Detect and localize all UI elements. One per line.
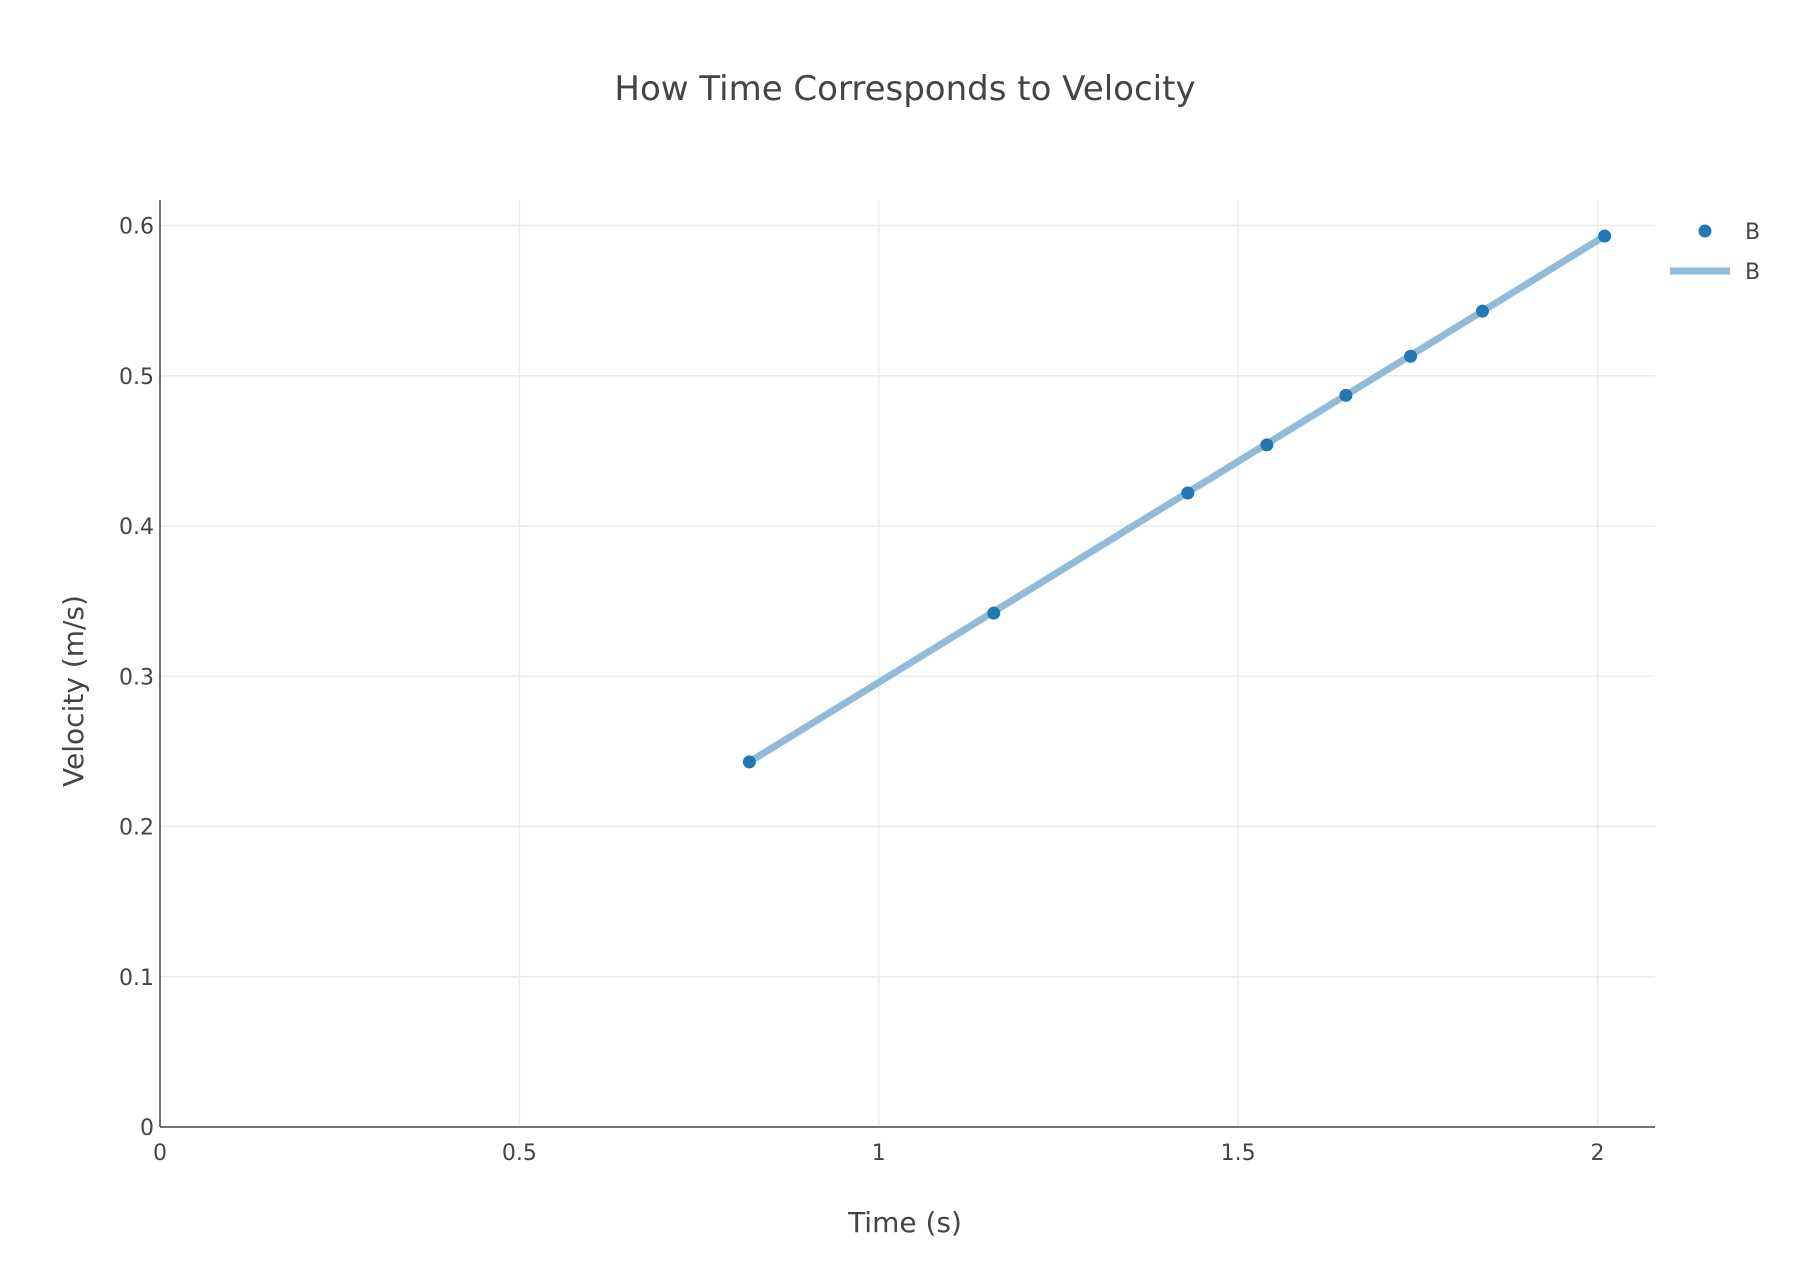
chart-title: How Time Corresponds to Velocity (614, 69, 1195, 109)
y-tick-label: 0.3 (119, 665, 154, 690)
data-point (987, 606, 1001, 620)
x-tick-label: 1.5 (1221, 1141, 1256, 1166)
x-axis-title: Time (s) (847, 1206, 962, 1239)
data-point (1598, 229, 1612, 243)
data-point (1476, 304, 1489, 318)
series-line (747, 233, 1607, 765)
x-tick-label: 0 (153, 1141, 167, 1166)
y-tick-label: 0.1 (119, 966, 154, 991)
y-tick-label: 0.5 (119, 365, 154, 390)
y-tick-labels: 0 0.1 0.2 0.3 0.4 0.5 0.6 (119, 215, 154, 1141)
y-tick-label: 0.2 (119, 816, 154, 841)
data-point (1404, 349, 1418, 363)
legend-label: B (1745, 260, 1760, 285)
grid (160, 200, 1655, 1127)
fit-lines (747, 233, 1607, 765)
x-tick-labels: 0 0.5 1 1.5 2 (153, 1141, 1605, 1166)
y-tick-label: 0.6 (119, 215, 154, 240)
legend: BB (1670, 220, 1760, 285)
x-tick-label: 2 (1591, 1141, 1605, 1166)
y-axis-title: Velocity (m/s) (57, 595, 90, 787)
legend-marker-swatch (1698, 224, 1712, 238)
axes (159, 200, 1655, 1128)
y-tick-label: 0.4 (119, 515, 154, 540)
x-tick-label: 1 (872, 1141, 886, 1166)
data-point (1181, 486, 1195, 500)
data-points (742, 229, 1612, 769)
data-point (1260, 438, 1274, 452)
data-point (742, 755, 756, 769)
y-tick-label: 0 (140, 1116, 154, 1141)
legend-label: B (1745, 220, 1760, 245)
x-tick-label: 0.5 (502, 1141, 537, 1166)
data-point (1339, 388, 1353, 402)
